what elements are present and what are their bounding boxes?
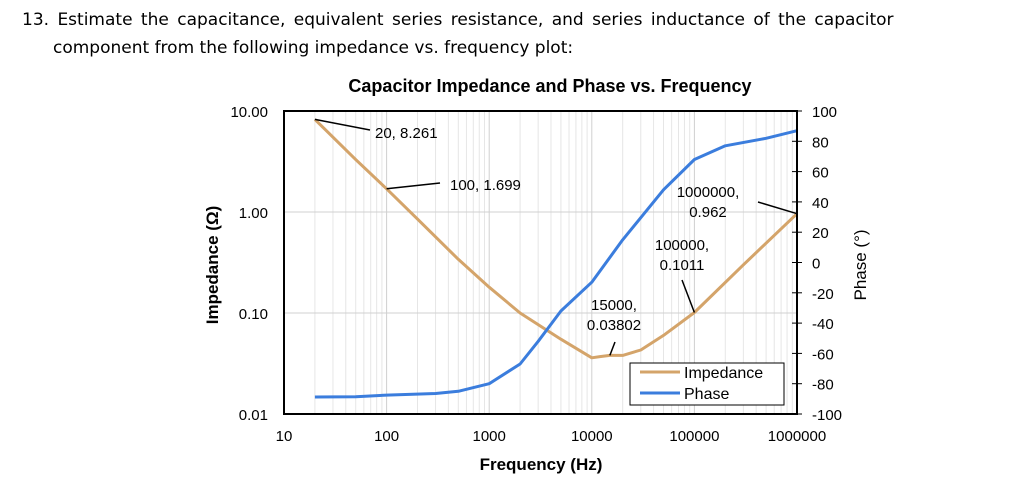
annotation-leader — [609, 341, 616, 356]
question-line-2: component from the following impedance v… — [53, 38, 574, 58]
legend-label-phase: Phase — [684, 386, 729, 403]
x-tick-label: 1000 — [473, 428, 506, 445]
y2-tick-label: 0 — [812, 256, 820, 273]
y2-tick-label: -100 — [812, 407, 842, 424]
annotation-leader — [681, 279, 696, 313]
x-tick-label: 100000 — [669, 428, 719, 445]
question-line-1: 13. Estimate the capacitance, equivalent… — [22, 10, 894, 30]
x-tick-label: 10 — [276, 428, 293, 445]
y2-tick-label: 100 — [812, 104, 837, 121]
y2-tick-label: -80 — [812, 377, 834, 394]
annotation-label: 0.03802 — [587, 317, 641, 334]
y2-tick-label: -60 — [812, 346, 834, 363]
annotation-label: 1000000, — [677, 184, 740, 201]
legend: Impedance Phase — [629, 362, 785, 406]
y2-tick-label: -20 — [812, 286, 834, 303]
y2-tick-label: -40 — [812, 316, 834, 333]
annotation-label: 0.1011 — [660, 257, 705, 274]
annotation-label: 100000, — [655, 237, 709, 254]
y-tick-label: 0.01 — [239, 407, 268, 424]
annotation-label: 0.962 — [689, 204, 727, 221]
x-tick-label: 100 — [374, 428, 399, 445]
annotation-leader — [314, 118, 371, 131]
y2-tick-label: 40 — [812, 195, 829, 212]
chart-title: Capacitor Impedance and Phase vs. Freque… — [348, 76, 751, 96]
y-tick-label: 10.00 — [230, 104, 268, 121]
series-line-phase — [314, 129, 798, 399]
x-axis-label: Frequency (Hz) — [480, 455, 603, 474]
x-tick-label: 1000000 — [768, 428, 826, 445]
y2-tick-label: 20 — [812, 225, 829, 242]
annotation-leader — [757, 201, 798, 215]
question-text: 13. Estimate the capacitance, equivalent… — [22, 6, 1022, 62]
y-tick-label: 1.00 — [239, 205, 268, 222]
annotation-label: 15000, — [591, 297, 637, 314]
series-line-impedance — [313, 118, 799, 360]
annotation-label: 100, 1.699 — [450, 177, 521, 194]
y2-tick-label: 80 — [812, 134, 829, 151]
x-tick-label: 10000 — [571, 428, 613, 445]
y-tick-label: 0.10 — [239, 306, 268, 323]
y2-tick-label: 60 — [812, 165, 829, 182]
legend-label-impedance: Impedance — [684, 365, 763, 382]
y-axis-label: Impedance (Ω) — [203, 206, 222, 325]
annotation-leader — [386, 182, 441, 190]
annotation-label: 20, 8.261 — [375, 125, 438, 142]
y2-axis-label: Phase (°) — [851, 229, 870, 300]
